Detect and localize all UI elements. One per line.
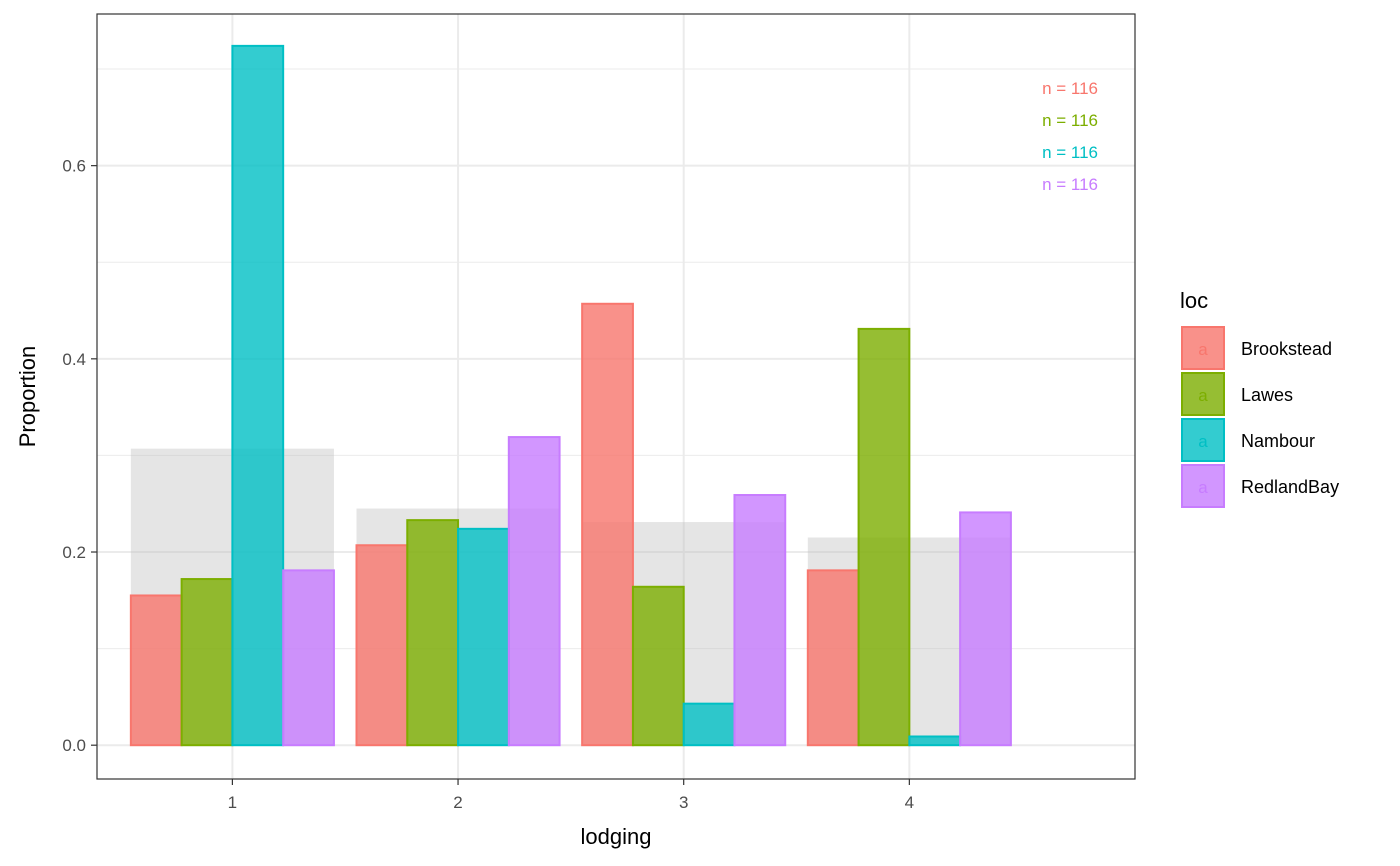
bar-lawes-1 — [180, 578, 234, 747]
legend-item-redlandbay: a RedlandBay — [1181, 464, 1339, 508]
legend-key-letter: a — [1198, 478, 1208, 497]
legend-key — [1181, 326, 1225, 370]
data-bars — [129, 44, 1012, 747]
x-tick-label: 2 — [453, 793, 462, 812]
bar-brookstead-3 — [581, 302, 634, 747]
legend: loc a Brookstead a Lawes a Nambour a RedlandBay — [1180, 288, 1339, 508]
bar-nambour-4 — [908, 735, 962, 747]
legend-label: Lawes — [1241, 385, 1293, 405]
n-annotations: n = 116 n = 116 n = 116 n = 116 — [1042, 79, 1098, 194]
legend-key — [1181, 464, 1225, 508]
bar-lawes-4 — [857, 327, 911, 747]
bar-brookstead-2 — [355, 544, 409, 747]
n-label: n = 116 — [1042, 175, 1098, 194]
legend-item-lawes: a Lawes — [1181, 372, 1293, 416]
legend-key-letter: a — [1198, 432, 1208, 451]
bar-brookstead-4 — [806, 569, 860, 747]
bar-nambour-3 — [682, 702, 736, 747]
y-axis-title: Proportion — [15, 346, 40, 448]
legend-label: RedlandBay — [1241, 477, 1339, 497]
legend-key-letter: a — [1198, 386, 1208, 405]
y-axis: 0.0 0.2 0.4 0.6 — [62, 157, 97, 755]
bar-redlandbay-1 — [282, 569, 335, 747]
n-label: n = 116 — [1042, 111, 1098, 130]
legend-key — [1181, 372, 1225, 416]
legend-item-brookstead: a Brookstead — [1181, 326, 1332, 370]
x-axis: 1 2 3 4 — [228, 779, 914, 812]
bar-redlandbay-2 — [507, 436, 561, 747]
legend-label: Brookstead — [1241, 339, 1332, 359]
n-label: n = 116 — [1042, 79, 1098, 98]
legend-title: loc — [1180, 288, 1208, 313]
legend-key-letter: a — [1198, 340, 1208, 359]
legend-key — [1181, 418, 1225, 462]
legend-item-nambour: a Nambour — [1181, 418, 1315, 462]
bar-lawes-2 — [406, 519, 460, 747]
y-tick-label: 0.4 — [62, 350, 86, 369]
y-tick-label: 0.6 — [62, 157, 86, 176]
bar-nambour-2 — [457, 527, 510, 747]
bar-brookstead-1 — [129, 594, 183, 747]
bar-lawes-3 — [631, 585, 685, 747]
x-axis-title: lodging — [581, 824, 652, 849]
x-tick-label: 1 — [228, 793, 237, 812]
bar-redlandbay-3 — [733, 494, 787, 747]
x-tick-label: 3 — [679, 793, 688, 812]
panel-border — [96, 13, 1136, 780]
bar-nambour-1 — [231, 44, 285, 747]
legend-label: Nambour — [1241, 431, 1315, 451]
x-tick-label: 4 — [905, 793, 914, 812]
n-label: n = 116 — [1042, 143, 1098, 162]
y-tick-label: 0.2 — [62, 543, 86, 562]
bar-redlandbay-4 — [959, 511, 1012, 747]
y-tick-label: 0.0 — [62, 736, 86, 755]
